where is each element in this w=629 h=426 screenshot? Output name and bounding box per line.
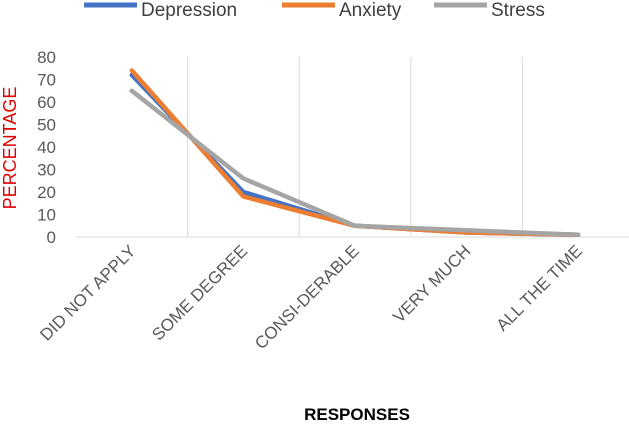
y-tick-label: 30 [37, 161, 56, 180]
x-tick-label: ALL THE TIME [493, 241, 586, 334]
series-line-stress [129, 88, 581, 238]
y-tick-label: 0 [47, 228, 56, 247]
legend-label-anxiety: Anxiety [339, 0, 402, 21]
y-axis-ticks: 0 10 20 30 40 50 60 70 80 [37, 48, 56, 247]
x-tick-label: VERY MUCH [389, 241, 474, 326]
y-tick-label: 70 [37, 71, 56, 90]
y-tick-label: 80 [37, 48, 56, 67]
series-line-anxiety [129, 68, 581, 238]
x-axis-ticks: DID NOT APPLY SOME DEGREE CONSI-DERABLE VER… [36, 241, 586, 353]
y-tick-label: 50 [37, 116, 56, 135]
y-axis-title: PERCENTAGE [0, 87, 20, 210]
legend-label-depression: Depression [141, 0, 237, 21]
series-lines [129, 68, 581, 238]
y-tick-label: 20 [37, 183, 56, 202]
x-tick-label: DID NOT APPLY [36, 241, 139, 344]
gridlines [187, 57, 523, 237]
legend: Depression Anxiety Stress [84, 0, 545, 21]
x-axis-title: RESPONSES [304, 405, 410, 424]
series-line-depression [129, 72, 581, 238]
y-tick-label: 10 [37, 206, 56, 225]
x-tick-label: SOME DEGREE [148, 241, 251, 344]
y-tick-label: 60 [37, 93, 56, 112]
y-tick-label: 40 [37, 138, 56, 157]
x-tick-label: CONSI-DERABLE [251, 241, 363, 353]
legend-label-stress: Stress [491, 0, 545, 21]
